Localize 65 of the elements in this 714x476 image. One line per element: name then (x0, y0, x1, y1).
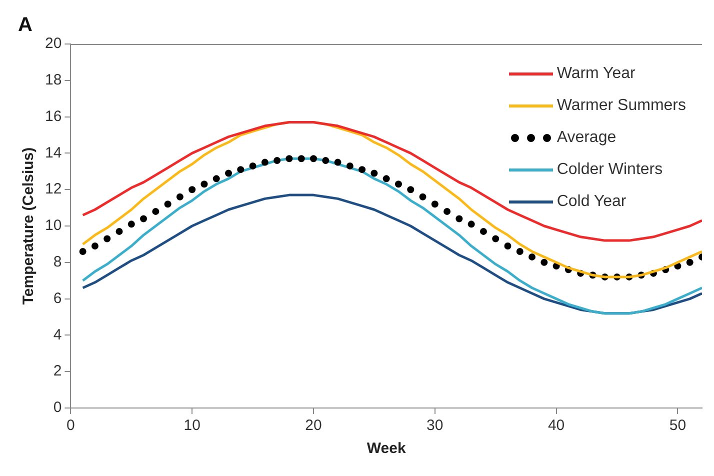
point (322, 156, 330, 164)
x-tick-label: 0 (66, 417, 75, 434)
point (188, 186, 196, 194)
point (504, 242, 512, 250)
point (298, 155, 305, 162)
y-axis-title: Temperature (Celsius) (20, 147, 38, 305)
y-tick-label: 4 (53, 326, 62, 344)
point (358, 166, 366, 174)
x-axis-title: Week (366, 440, 406, 458)
point (176, 193, 184, 200)
point (237, 166, 244, 174)
point (492, 235, 500, 242)
point (456, 215, 463, 222)
point (310, 155, 317, 162)
point (261, 158, 268, 166)
point (200, 180, 208, 188)
point (468, 220, 475, 228)
point (540, 258, 548, 266)
point (225, 170, 232, 177)
point (382, 175, 390, 182)
legend-label: Warmer Summers (556, 97, 686, 115)
y-tick-label: 10 (44, 217, 62, 234)
chart-title: A (18, 14, 32, 37)
y-tick-label: 20 (44, 35, 62, 52)
legend-label: Warm Year (556, 65, 636, 83)
point (164, 200, 172, 208)
point (444, 208, 451, 215)
y-tick-label: 0 (53, 399, 62, 416)
point (128, 220, 135, 228)
point (528, 253, 536, 260)
legend-label: Average (556, 129, 616, 147)
y-tick-label: 8 (53, 254, 62, 271)
point (79, 248, 86, 255)
point (431, 200, 438, 208)
legend-label: Colder Winters (556, 161, 663, 179)
point (104, 235, 111, 242)
point (516, 248, 524, 255)
y-tick-label: 14 (44, 144, 62, 162)
x-tick-label: 50 (669, 417, 686, 434)
point (480, 228, 487, 235)
y-tick-label: 16 (44, 108, 62, 125)
x-tick-label: 20 (305, 417, 322, 434)
point (116, 228, 123, 235)
point (249, 162, 256, 170)
point (686, 258, 694, 266)
legend-label: Cold Year (556, 193, 626, 211)
point (370, 170, 378, 177)
y-tick-label: 18 (44, 72, 62, 89)
x-tick-label: 40 (548, 417, 565, 434)
point (346, 162, 354, 170)
y-tick-label: 6 (53, 290, 62, 307)
point (91, 242, 98, 250)
x-tick-label: 10 (184, 417, 200, 434)
point (419, 193, 426, 200)
point (212, 175, 220, 182)
point (274, 156, 281, 164)
point (407, 186, 414, 194)
x-tick-label: 30 (426, 417, 444, 434)
y-tick-label: 12 (44, 180, 62, 198)
y-tick-label: 2 (53, 362, 62, 380)
point (152, 208, 160, 215)
point (334, 158, 342, 166)
point (286, 155, 293, 162)
point (140, 215, 148, 222)
point (394, 180, 402, 188)
